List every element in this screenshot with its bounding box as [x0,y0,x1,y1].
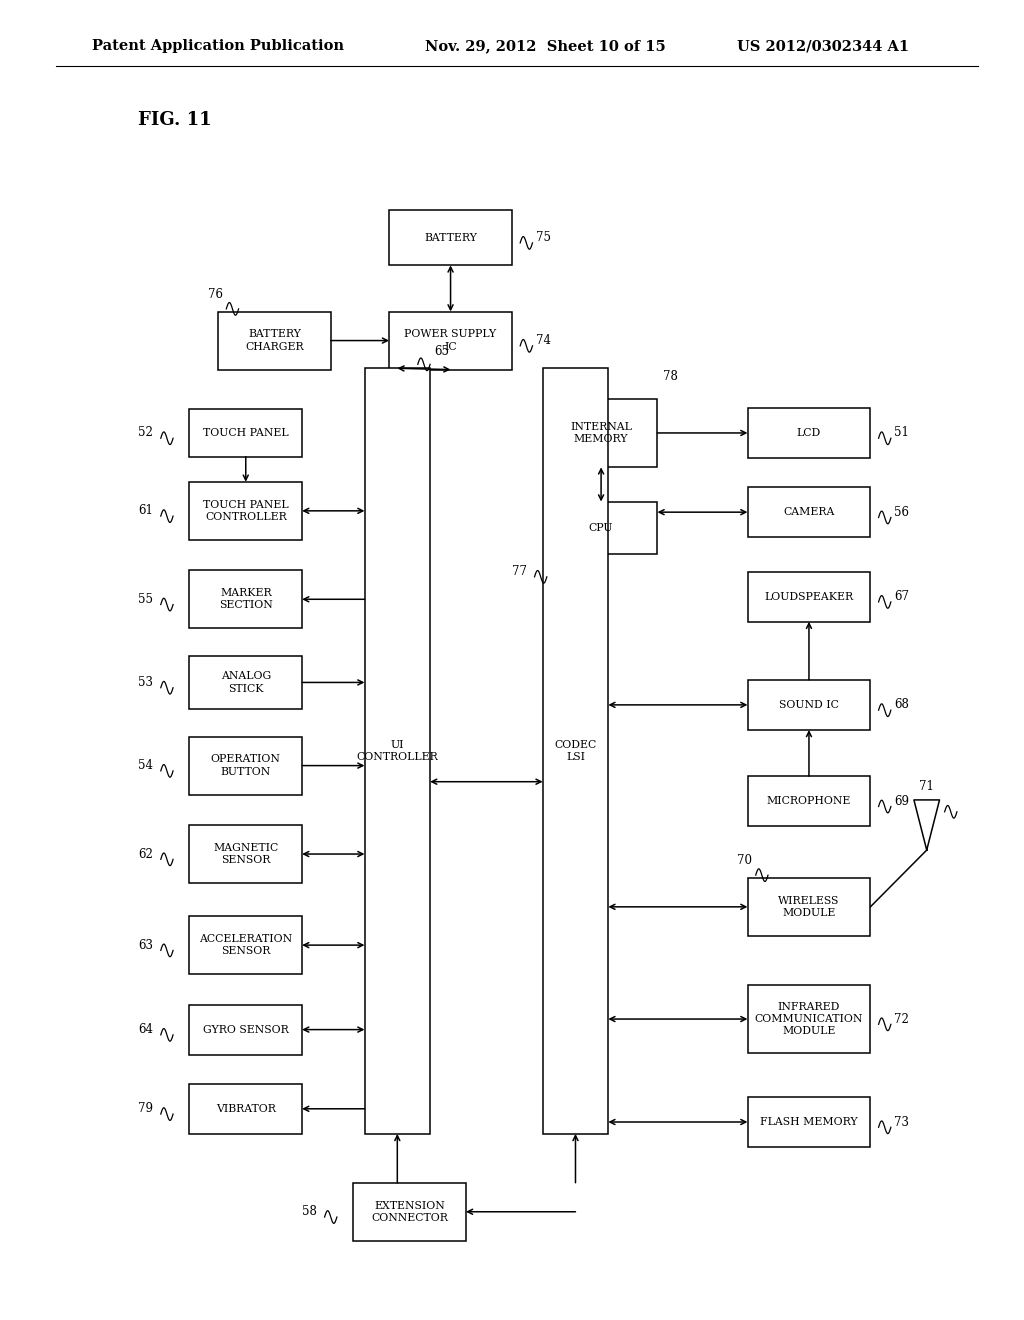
Bar [748,878,870,936]
Text: BATTERY: BATTERY [424,232,477,243]
Text: 65: 65 [434,345,450,358]
Text: SOUND IC: SOUND IC [779,700,839,710]
Text: INTERNAL
MEMORY: INTERNAL MEMORY [570,422,632,444]
Text: 77: 77 [512,565,527,578]
Text: 78: 78 [663,370,678,383]
Text: 67: 67 [894,590,909,603]
Bar [748,487,870,537]
Bar [389,312,512,370]
Bar [189,656,302,709]
Text: LCD: LCD [797,428,821,438]
Text: 71: 71 [920,780,934,793]
Text: 61: 61 [138,504,154,517]
Bar [748,408,870,458]
Bar [189,1005,302,1055]
Bar [545,399,657,467]
Text: 68: 68 [894,698,909,711]
Text: 52: 52 [138,426,154,440]
Bar [543,368,608,1134]
Text: WIRELESS
MODULE: WIRELESS MODULE [778,896,840,917]
Bar [189,825,302,883]
Bar [189,570,302,628]
Text: 72: 72 [894,1012,909,1026]
Bar [389,210,512,265]
Text: MARKER
SECTION: MARKER SECTION [219,589,272,610]
Text: INFRARED
COMMUNICATION
MODULE: INFRARED COMMUNICATION MODULE [755,1002,863,1036]
Text: 55: 55 [138,593,154,606]
Text: 66: 66 [547,375,562,388]
Bar [365,368,430,1134]
Text: 64: 64 [138,1023,154,1036]
Text: CAMERA: CAMERA [783,507,835,517]
Text: 51: 51 [894,426,909,440]
Text: 70: 70 [737,854,753,867]
Text: 53: 53 [138,676,154,689]
Text: 63: 63 [138,939,154,952]
Text: UI
CONTROLLER: UI CONTROLLER [356,741,438,762]
Text: FLASH MEMORY: FLASH MEMORY [760,1117,858,1127]
Bar [189,737,302,795]
Bar [189,1084,302,1134]
Text: LOUDSPEAKER: LOUDSPEAKER [764,591,854,602]
Bar [748,1097,870,1147]
Text: 69: 69 [894,795,909,808]
Text: Patent Application Publication: Patent Application Publication [92,40,344,53]
Text: BATTERY
CHARGER: BATTERY CHARGER [245,330,304,351]
Bar [189,482,302,540]
Text: 54: 54 [138,759,154,772]
Text: FIG. 11: FIG. 11 [138,111,212,129]
Text: 79: 79 [138,1102,154,1115]
Text: TOUCH PANEL: TOUCH PANEL [203,428,289,438]
Text: MAGNETIC
SENSOR: MAGNETIC SENSOR [213,843,279,865]
Text: 58: 58 [302,1205,317,1218]
Text: CODEC
LSI: CODEC LSI [554,741,597,762]
Text: ANALOG
STICK: ANALOG STICK [220,672,271,693]
Bar [189,409,302,457]
Bar [545,502,657,554]
Bar [189,916,302,974]
Text: 56: 56 [894,506,909,519]
Text: Nov. 29, 2012  Sheet 10 of 15: Nov. 29, 2012 Sheet 10 of 15 [425,40,666,53]
Text: 74: 74 [536,334,551,347]
Bar [748,776,870,826]
Text: CPU: CPU [589,523,613,533]
Text: EXTENSION
CONNECTOR: EXTENSION CONNECTOR [371,1201,449,1222]
Bar [748,680,870,730]
Bar [353,1183,466,1241]
Text: GYRO SENSOR: GYRO SENSOR [203,1024,289,1035]
Text: 76: 76 [208,288,223,301]
Bar [748,985,870,1053]
Bar [218,312,331,370]
Text: US 2012/0302344 A1: US 2012/0302344 A1 [737,40,909,53]
Text: POWER SUPPLY
IC: POWER SUPPLY IC [404,330,497,351]
Text: 62: 62 [138,847,154,861]
Text: TOUCH PANEL
CONTROLLER: TOUCH PANEL CONTROLLER [203,500,289,521]
Text: ACCELERATION
SENSOR: ACCELERATION SENSOR [200,935,292,956]
Text: OPERATION
BUTTON: OPERATION BUTTON [211,755,281,776]
Text: VIBRATOR: VIBRATOR [216,1104,275,1114]
Bar [748,572,870,622]
Text: 75: 75 [536,231,551,244]
Text: 73: 73 [894,1115,909,1129]
Text: MICROPHONE: MICROPHONE [767,796,851,807]
